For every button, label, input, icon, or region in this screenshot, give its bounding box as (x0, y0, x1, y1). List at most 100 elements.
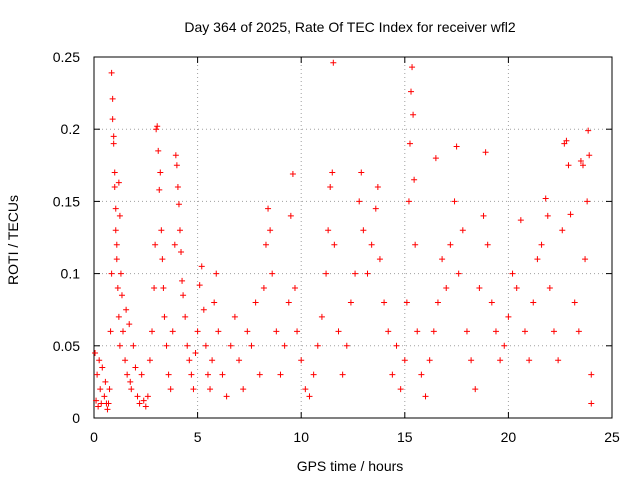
x-tick-label: 25 (604, 429, 620, 445)
data-point (513, 285, 520, 292)
data-point (196, 282, 203, 289)
data-point (538, 241, 545, 248)
data-point (472, 386, 479, 393)
data-point (480, 212, 487, 219)
data-point (273, 328, 280, 335)
data-point (176, 227, 183, 234)
data-point (101, 393, 108, 400)
data-point (577, 157, 584, 164)
data-point (260, 285, 267, 292)
data-point (190, 386, 197, 393)
data-point (455, 270, 462, 277)
x-tick-label: 5 (194, 429, 202, 445)
data-point (172, 152, 179, 159)
data-point (406, 140, 413, 147)
data-point (120, 328, 127, 335)
data-point (179, 277, 186, 284)
data-point (200, 306, 207, 313)
data-point (287, 212, 294, 219)
grid-lines (94, 57, 612, 418)
data-point (174, 183, 181, 190)
data-point (132, 364, 139, 371)
data-point (107, 328, 114, 335)
x-tick-label: 20 (501, 429, 517, 445)
data-point (106, 386, 113, 393)
data-point (544, 212, 551, 219)
data-points (92, 59, 595, 413)
data-point (110, 133, 117, 140)
data-point (542, 195, 549, 202)
data-point (215, 328, 222, 335)
data-point (393, 342, 400, 349)
data-point (422, 393, 429, 400)
data-point (182, 313, 189, 320)
data-point (178, 248, 185, 255)
data-point (414, 328, 421, 335)
data-point (171, 241, 178, 248)
data-point (169, 328, 176, 335)
plot-frame (93, 56, 613, 419)
data-point (550, 328, 557, 335)
data-point (248, 342, 255, 349)
data-point (343, 342, 350, 349)
data-point (582, 256, 589, 263)
data-point (161, 313, 168, 320)
data-point (236, 357, 243, 364)
data-point (202, 342, 209, 349)
data-point (281, 342, 288, 349)
data-point (173, 162, 180, 169)
data-point (352, 270, 359, 277)
data-point (240, 386, 247, 393)
data-point (405, 198, 412, 205)
data-point (389, 371, 396, 378)
data-point (198, 263, 205, 270)
data-point (517, 217, 524, 224)
data-point (265, 205, 272, 212)
data-point (565, 162, 572, 169)
data-point (204, 371, 211, 378)
data-point (108, 270, 115, 277)
data-point (289, 170, 296, 177)
data-point (227, 342, 234, 349)
data-point (397, 386, 404, 393)
data-point (99, 364, 106, 371)
data-point (584, 198, 591, 205)
y-tick-label: 0 (72, 410, 80, 426)
data-point (140, 397, 147, 404)
data-point (364, 270, 371, 277)
data-point (130, 342, 137, 349)
data-point (555, 357, 562, 364)
y-tick-label: 0.1 (61, 266, 81, 282)
data-point (327, 183, 334, 190)
data-point (114, 285, 121, 292)
data-point (136, 400, 143, 407)
data-point (134, 393, 141, 400)
data-point (117, 270, 124, 277)
x-tick-label: 0 (90, 429, 98, 445)
data-point (339, 371, 346, 378)
data-point (294, 328, 301, 335)
data-point (546, 285, 553, 292)
data-point (534, 256, 541, 263)
data-point (112, 205, 119, 212)
data-point (105, 400, 112, 407)
data-point (408, 88, 415, 95)
tick-marks (93, 56, 613, 419)
y-axis-label: ROTI / TECUs (5, 195, 21, 285)
data-point (567, 211, 574, 218)
data-point (127, 378, 134, 385)
data-point (298, 357, 305, 364)
data-point (330, 59, 337, 66)
data-point (112, 227, 119, 234)
data-point (163, 342, 170, 349)
y-tick-label: 0.2 (61, 121, 81, 137)
data-point (291, 285, 298, 292)
data-point (526, 357, 533, 364)
data-point (505, 313, 512, 320)
data-point (484, 241, 491, 248)
data-point (109, 95, 116, 102)
data-point (98, 400, 105, 407)
data-point (152, 241, 159, 248)
data-point (476, 285, 483, 292)
data-point (95, 403, 102, 410)
